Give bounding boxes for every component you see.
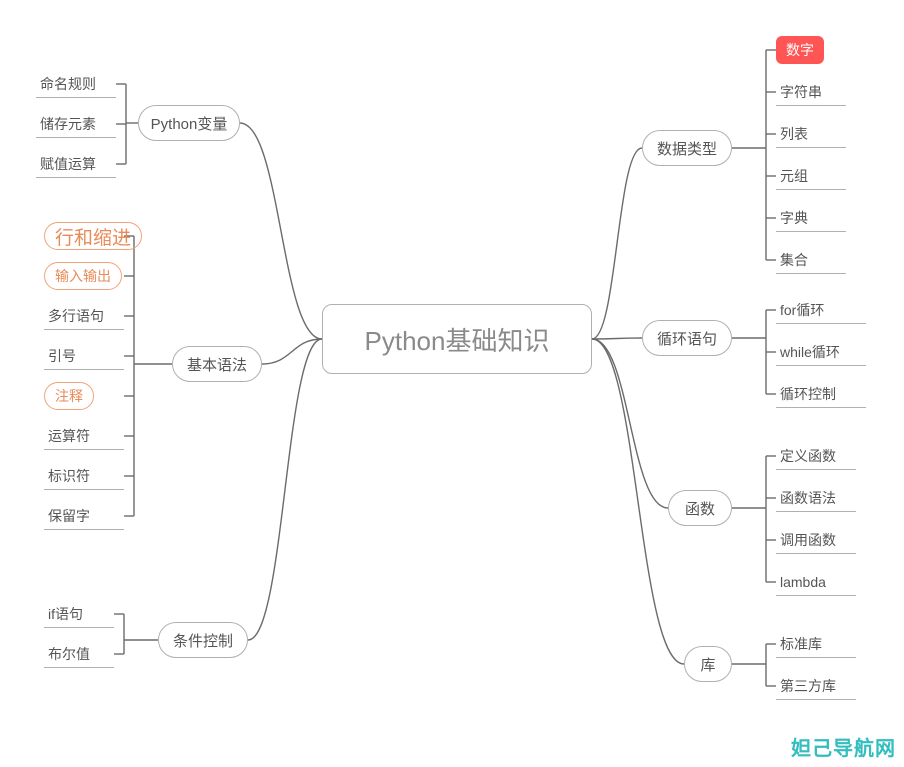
leaf-loop-1: while循环 xyxy=(776,338,866,366)
leaf-func-2: 调用函数 xyxy=(776,526,856,554)
edge xyxy=(592,338,642,339)
branch-loop: 循环语句 xyxy=(642,320,732,356)
leaf-dtype-4: 字典 xyxy=(776,204,846,232)
edge xyxy=(592,339,668,508)
leaf-loop-0: for循环 xyxy=(776,296,866,324)
leaf-syntax-5: 运算符 xyxy=(44,422,124,450)
edge xyxy=(592,148,642,339)
leaf-syntax-0: 行和缩进 xyxy=(44,222,142,250)
leaf-syntax-1: 输入输出 xyxy=(44,262,122,290)
leaf-syntax-2: 多行语句 xyxy=(44,302,124,330)
leaf-var-1: 储存元素 xyxy=(36,110,116,138)
leaf-syntax-7: 保留字 xyxy=(44,502,124,530)
edge-layer xyxy=(0,0,904,767)
branch-cond: 条件控制 xyxy=(158,622,248,658)
leaf-func-1: 函数语法 xyxy=(776,484,856,512)
branch-syntax: 基本语法 xyxy=(172,346,262,382)
leaf-loop-2: 循环控制 xyxy=(776,380,866,408)
watermark: 妲己导航网 xyxy=(791,732,896,761)
leaf-cond-1: 布尔值 xyxy=(44,640,114,668)
leaf-func-3: lambda xyxy=(776,568,856,596)
leaf-dtype-5: 集合 xyxy=(776,246,846,274)
leaf-dtype-1: 字符串 xyxy=(776,78,846,106)
leaf-dtype-2: 列表 xyxy=(776,120,846,148)
leaf-dtype-3: 元组 xyxy=(776,162,846,190)
leaf-lib-1: 第三方库 xyxy=(776,672,856,700)
root-node: Python基础知识 xyxy=(322,304,592,374)
branch-lib: 库 xyxy=(684,646,732,682)
edge xyxy=(262,339,322,364)
leaf-var-2: 赋值运算 xyxy=(36,150,116,178)
leaf-var-0: 命名规则 xyxy=(36,70,116,98)
leaf-lib-0: 标准库 xyxy=(776,630,856,658)
branch-dtype: 数据类型 xyxy=(642,130,732,166)
leaf-syntax-3: 引号 xyxy=(44,342,124,370)
leaf-dtype-0: 数字 xyxy=(776,36,824,64)
leaf-cond-0: if语句 xyxy=(44,600,114,628)
leaf-syntax-4: 注释 xyxy=(44,382,94,410)
branch-var: Python变量 xyxy=(138,105,240,141)
branch-func: 函数 xyxy=(668,490,732,526)
edge xyxy=(248,339,322,640)
edge xyxy=(240,123,322,339)
leaf-syntax-6: 标识符 xyxy=(44,462,124,490)
leaf-func-0: 定义函数 xyxy=(776,442,856,470)
